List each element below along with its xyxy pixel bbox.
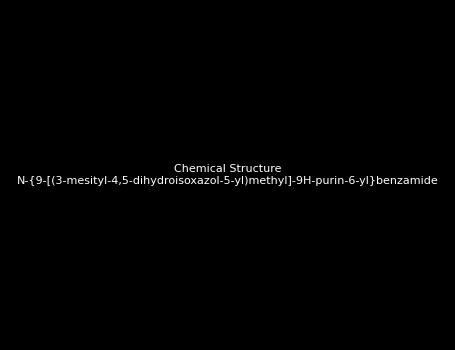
Text: Chemical Structure
N-{9-[(3-mesityl-4,5-dihydroisoxazol-5-yl)methyl]-9H-purin-6-: Chemical Structure N-{9-[(3-mesityl-4,5-… xyxy=(17,164,438,186)
